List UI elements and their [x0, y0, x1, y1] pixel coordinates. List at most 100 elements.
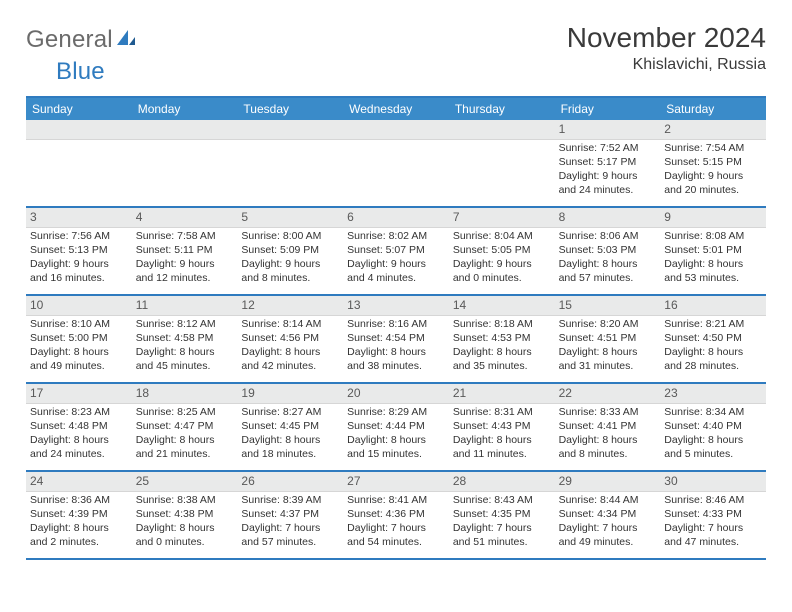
day-line: Daylight: 9 hours — [347, 258, 445, 271]
day-number: 20 — [343, 384, 449, 404]
day-body: Sunrise: 8:27 AMSunset: 4:45 PMDaylight:… — [237, 404, 343, 467]
day-line: Sunset: 4:39 PM — [30, 508, 128, 521]
day-number: 17 — [26, 384, 132, 404]
day-line: and 15 minutes. — [347, 448, 445, 461]
day-line: Daylight: 8 hours — [136, 434, 234, 447]
day-number: 24 — [26, 472, 132, 492]
day-body: Sunrise: 8:18 AMSunset: 4:53 PMDaylight:… — [449, 316, 555, 379]
day-line: and 8 minutes. — [559, 448, 657, 461]
weekday-header: Thursday — [449, 98, 555, 120]
weekday-header: Wednesday — [343, 98, 449, 120]
day-number: 2 — [660, 120, 766, 140]
day-line: Sunrise: 8:31 AM — [453, 406, 551, 419]
day-cell: 7Sunrise: 8:04 AMSunset: 5:05 PMDaylight… — [449, 208, 555, 294]
day-line: and 42 minutes. — [241, 360, 339, 373]
day-cell: 2 Sunrise: 7:54 AMSunset: 5:15 PMDaylight… — [660, 120, 766, 206]
day-line: Daylight: 8 hours — [664, 258, 762, 271]
day-line: Sunrise: 7:54 AM — [664, 142, 762, 155]
day-line: Sunset: 4:54 PM — [347, 332, 445, 345]
day-line: Daylight: 9 hours — [136, 258, 234, 271]
day-line: Sunset: 4:51 PM — [559, 332, 657, 345]
title-block: November 2024 Khislavichi, Russia — [567, 22, 766, 74]
day-line: Daylight: 8 hours — [30, 434, 128, 447]
day-cell: 8Sunrise: 8:06 AMSunset: 5:03 PMDaylight… — [555, 208, 661, 294]
location: Khislavichi, Russia — [567, 56, 766, 74]
day-line: Sunset: 5:00 PM — [30, 332, 128, 345]
day-cell: 15Sunrise: 8:20 AMSunset: 4:51 PMDayligh… — [555, 296, 661, 382]
day-line: Daylight: 8 hours — [347, 346, 445, 359]
day-body: Sunrise: 8:33 AMSunset: 4:41 PMDaylight:… — [555, 404, 661, 467]
day-line: and 49 minutes. — [30, 360, 128, 373]
day-body: Sunrise: 8:08 AMSunset: 5:01 PMDaylight:… — [660, 228, 766, 291]
day-number: 3 — [26, 208, 132, 228]
day-line: Sunset: 4:36 PM — [347, 508, 445, 521]
day-number: 28 — [449, 472, 555, 492]
day-line: Sunrise: 8:21 AM — [664, 318, 762, 331]
day-line: Daylight: 7 hours — [664, 522, 762, 535]
day-number: 26 — [237, 472, 343, 492]
day-cell: 19Sunrise: 8:27 AMSunset: 4:45 PMDayligh… — [237, 384, 343, 470]
day-line: and 5 minutes. — [664, 448, 762, 461]
day-line: and 24 minutes. — [30, 448, 128, 461]
day-line: Sunset: 4:33 PM — [664, 508, 762, 521]
day-line: and 49 minutes. — [559, 536, 657, 549]
day-line: and 8 minutes. — [241, 272, 339, 285]
day-line: Sunrise: 7:56 AM — [30, 230, 128, 243]
day-body: Sunrise: 7:56 AMSunset: 5:13 PMDaylight:… — [26, 228, 132, 291]
day-line: Sunset: 5:07 PM — [347, 244, 445, 257]
day-line: Daylight: 7 hours — [559, 522, 657, 535]
day-line: Sunrise: 8:04 AM — [453, 230, 551, 243]
day-cell: 5Sunrise: 8:00 AMSunset: 5:09 PMDaylight… — [237, 208, 343, 294]
day-number: 8 — [555, 208, 661, 228]
day-number: 18 — [132, 384, 238, 404]
day-line: Sunrise: 8:34 AM — [664, 406, 762, 419]
day-body: Sunrise: 8:25 AMSunset: 4:47 PMDaylight:… — [132, 404, 238, 467]
day-line: Sunrise: 7:58 AM — [136, 230, 234, 243]
day-line: Daylight: 7 hours — [347, 522, 445, 535]
day-line: and 12 minutes. — [136, 272, 234, 285]
day-line: Daylight: 8 hours — [30, 346, 128, 359]
day-cell: 6Sunrise: 8:02 AMSunset: 5:07 PMDaylight… — [343, 208, 449, 294]
day-body: Sunrise: 8:06 AMSunset: 5:03 PMDaylight:… — [555, 228, 661, 291]
day-cell: 13Sunrise: 8:16 AMSunset: 4:54 PMDayligh… — [343, 296, 449, 382]
day-line: Daylight: 8 hours — [136, 346, 234, 359]
day-number: 4 — [132, 208, 238, 228]
day-line: Daylight: 8 hours — [241, 346, 339, 359]
weekday-header: Saturday — [660, 98, 766, 120]
weekday-header: Monday — [132, 98, 238, 120]
day-number: 27 — [343, 472, 449, 492]
day-body: Sunrise: 8:14 AMSunset: 4:56 PMDaylight:… — [237, 316, 343, 379]
day-line: Sunrise: 8:27 AM — [241, 406, 339, 419]
day-number: 11 — [132, 296, 238, 316]
day-line: Sunrise: 8:00 AM — [241, 230, 339, 243]
day-cell: 21Sunrise: 8:31 AMSunset: 4:43 PMDayligh… — [449, 384, 555, 470]
day-line: Sunset: 4:48 PM — [30, 420, 128, 433]
day-line: and 0 minutes. — [136, 536, 234, 549]
day-line: Daylight: 8 hours — [347, 434, 445, 447]
day-cell: 18Sunrise: 8:25 AMSunset: 4:47 PMDayligh… — [132, 384, 238, 470]
day-cell: 20Sunrise: 8:29 AMSunset: 4:44 PMDayligh… — [343, 384, 449, 470]
day-line: Sunrise: 8:10 AM — [30, 318, 128, 331]
day-line: Daylight: 7 hours — [453, 522, 551, 535]
day-line: Daylight: 7 hours — [241, 522, 339, 535]
day-body: Sunrise: 8:43 AMSunset: 4:35 PMDaylight:… — [449, 492, 555, 555]
day-line: Daylight: 9 hours — [664, 170, 762, 183]
day-cell: 22Sunrise: 8:33 AMSunset: 4:41 PMDayligh… — [555, 384, 661, 470]
day-number: 7 — [449, 208, 555, 228]
day-number: 9 — [660, 208, 766, 228]
day-line: Sunset: 5:15 PM — [664, 156, 762, 169]
day-number: 5 — [237, 208, 343, 228]
day-line: Sunrise: 8:44 AM — [559, 494, 657, 507]
day-line: Sunrise: 8:20 AM — [559, 318, 657, 331]
day-line: Sunrise: 8:33 AM — [559, 406, 657, 419]
day-line: Sunset: 4:37 PM — [241, 508, 339, 521]
day-cell: 4Sunrise: 7:58 AMSunset: 5:11 PMDaylight… — [132, 208, 238, 294]
day-cell: 3Sunrise: 7:56 AMSunset: 5:13 PMDaylight… — [26, 208, 132, 294]
weekday-header: Friday — [555, 98, 661, 120]
day-line: Sunrise: 8:06 AM — [559, 230, 657, 243]
day-cell: 27Sunrise: 8:41 AMSunset: 4:36 PMDayligh… — [343, 472, 449, 558]
day-body: Sunrise: 8:23 AMSunset: 4:48 PMDaylight:… — [26, 404, 132, 467]
day-line: Sunset: 4:45 PM — [241, 420, 339, 433]
day-line: Daylight: 8 hours — [241, 434, 339, 447]
day-body: Sunrise: 8:10 AMSunset: 5:00 PMDaylight:… — [26, 316, 132, 379]
